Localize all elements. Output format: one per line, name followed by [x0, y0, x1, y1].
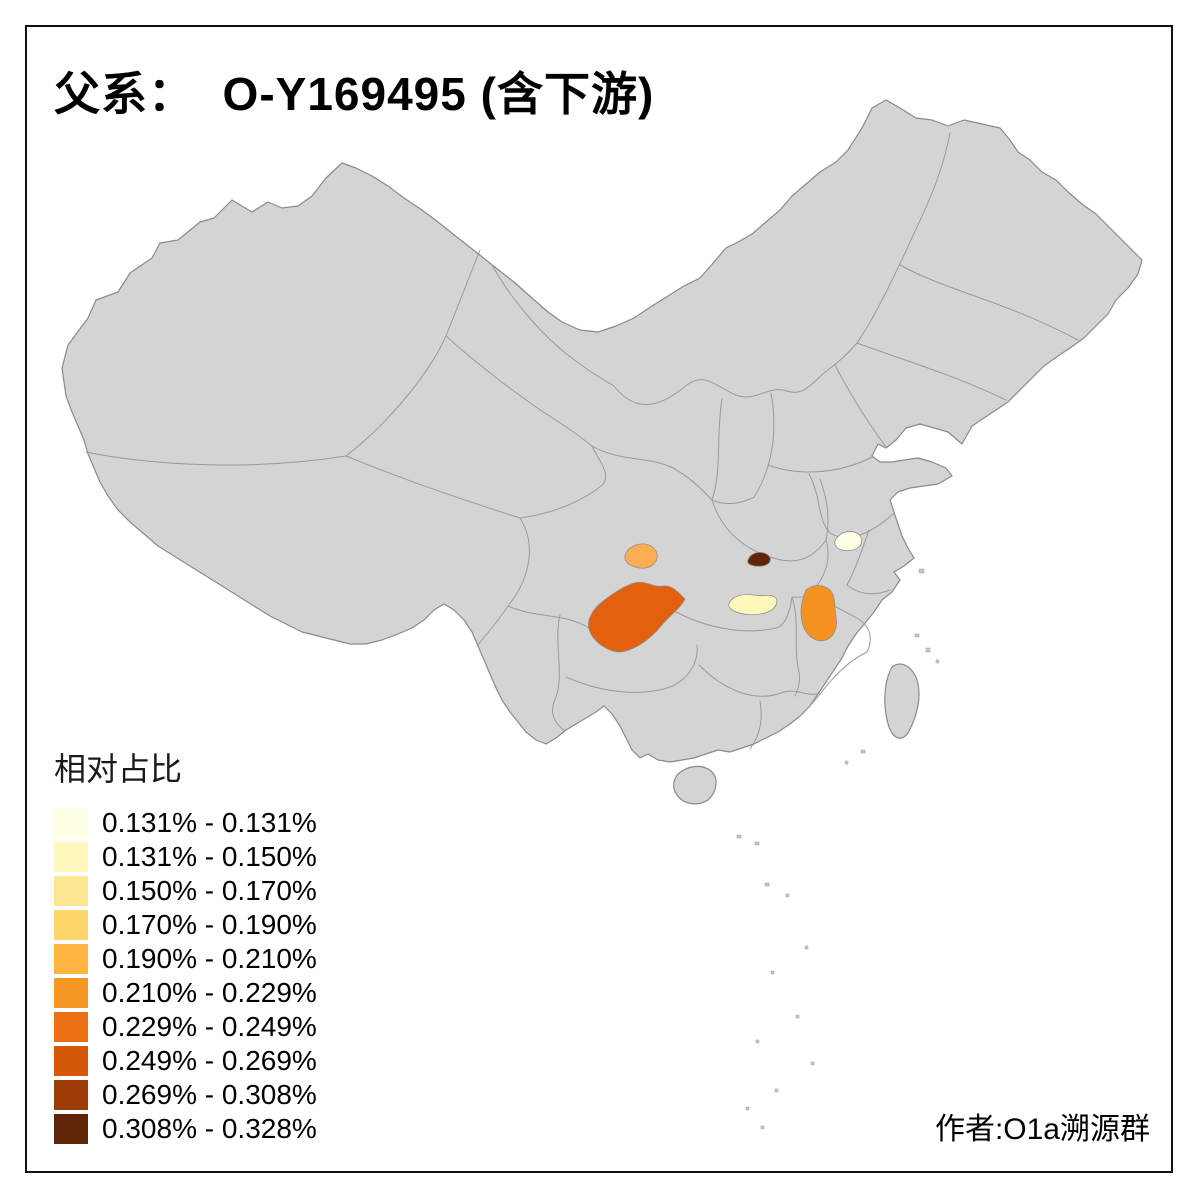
province-border-line — [476, 517, 530, 647]
legend-swatch — [54, 1046, 88, 1076]
province-border-line — [551, 614, 566, 732]
province-border-line — [591, 445, 713, 501]
map-title: 父系： O-Y169495 (含下游) — [54, 68, 655, 120]
province-border-line — [798, 688, 825, 718]
legend-swatch-rect — [54, 944, 88, 974]
legend-swatch — [54, 876, 88, 906]
legend-label: 0.131% - 0.131% — [102, 807, 317, 838]
legend-title: 相对占比 — [54, 751, 183, 787]
legend-swatch — [54, 944, 88, 974]
island-hainan — [673, 765, 717, 805]
legend-swatch-rect — [54, 842, 88, 872]
region-central-sichuan — [624, 543, 658, 569]
minor-islands — [736, 568, 940, 1130]
province-border-line — [819, 478, 829, 541]
legend-swatch-rect — [54, 978, 88, 1008]
legend-label: 0.150% - 0.170% — [102, 875, 317, 906]
legend-item: 0.150% - 0.170% — [54, 874, 317, 908]
province-border-line — [791, 596, 801, 697]
province-border-line — [856, 342, 1007, 401]
legend-item: 0.170% - 0.190% — [54, 908, 317, 942]
legend-item: 0.249% - 0.269% — [54, 1044, 317, 1078]
legend-label: 0.131% - 0.150% — [102, 841, 317, 872]
province-border-line — [711, 398, 723, 501]
legend-swatch-rect — [54, 808, 88, 838]
china-mainland — [61, 99, 1143, 763]
legend-label: 0.249% - 0.269% — [102, 1045, 317, 1076]
legend-swatch-rect — [54, 1012, 88, 1042]
legend-item: 0.229% - 0.249% — [54, 1010, 317, 1044]
legend-swatch — [54, 978, 88, 1008]
province-border-line — [565, 644, 698, 693]
legend-swatch — [54, 808, 88, 838]
legend-label: 0.170% - 0.190% — [102, 909, 317, 940]
legend-swatch — [54, 910, 88, 940]
region-central-hubei — [728, 594, 778, 616]
province-border-line — [767, 456, 873, 473]
province-border-line — [345, 455, 521, 519]
legend-swatch — [54, 1012, 88, 1042]
province-border-line — [846, 584, 891, 595]
province-border-line — [85, 451, 347, 466]
highlight-regions — [588, 531, 863, 653]
province-border-line — [698, 664, 821, 697]
legend-swatch-rect — [54, 910, 88, 940]
legend-swatch-rect — [54, 876, 88, 906]
region-chongqing — [588, 581, 686, 653]
legend-swatch — [54, 1080, 88, 1110]
province-border-line — [823, 651, 868, 690]
legend-label: 0.229% - 0.249% — [102, 1011, 317, 1042]
legend-item: 0.190% - 0.210% — [54, 942, 317, 976]
province-border-line — [345, 249, 481, 457]
region-west-jiangxi — [800, 585, 837, 642]
legend-item: 0.210% - 0.229% — [54, 976, 317, 1010]
legend-swatch-rect — [54, 1046, 88, 1076]
province-border-line — [519, 445, 607, 519]
attribution: 作者:O1a溯源群 — [934, 1113, 1150, 1146]
province-border-line — [846, 529, 870, 586]
province-border-line — [675, 596, 793, 632]
region-south-jiangsu — [834, 531, 863, 552]
province-border-line — [613, 132, 951, 405]
legend-swatch — [54, 1114, 88, 1144]
province-border-line — [711, 496, 755, 505]
province-border-line — [711, 499, 827, 562]
legend-item: 0.308% - 0.328% — [54, 1112, 317, 1146]
legend-item: 0.131% - 0.150% — [54, 840, 317, 874]
legend-label: 0.269% - 0.308% — [102, 1079, 317, 1110]
province-border-line — [749, 700, 762, 750]
legend-label: 0.210% - 0.229% — [102, 977, 317, 1008]
province-border-line — [753, 392, 775, 498]
province-border-line — [507, 605, 597, 634]
legend-item: 0.131% - 0.131% — [54, 806, 317, 840]
legend-swatch — [54, 842, 88, 872]
province-border-line — [491, 264, 615, 387]
legend-label: 0.190% - 0.210% — [102, 943, 317, 974]
province-border-line — [834, 364, 887, 448]
legend-swatch-rect — [54, 1114, 88, 1144]
legend-swatch-rect — [54, 1080, 88, 1110]
region-hubei-small-dark — [747, 552, 771, 567]
legend-label: 0.308% - 0.328% — [102, 1113, 317, 1144]
island-taiwan — [884, 663, 920, 739]
province-border-line — [808, 473, 895, 538]
legend: 相对占比 0.131% - 0.131% 0.131% - 0.150% 0.1… — [54, 744, 317, 1146]
province-border-line — [899, 264, 1079, 341]
legend-item: 0.269% - 0.308% — [54, 1078, 317, 1112]
province-borders — [85, 132, 1079, 750]
province-border-line — [445, 335, 593, 447]
